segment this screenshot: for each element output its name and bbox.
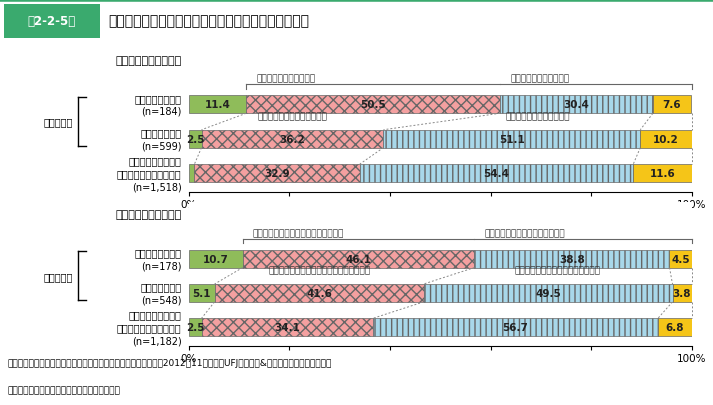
Text: 36.2: 36.2 bbox=[279, 134, 305, 144]
Text: 38.8: 38.8 bbox=[559, 254, 585, 264]
Text: 【主力事業の見通し】: 【主力事業の見通し】 bbox=[116, 55, 181, 66]
Text: 多角化した企業
(n=548): 多角化した企業 (n=548) bbox=[140, 281, 181, 305]
Text: 6.8: 6.8 bbox=[666, 322, 684, 333]
Bar bbox=[202, 319, 373, 336]
Bar bbox=[189, 96, 246, 114]
Bar bbox=[373, 319, 658, 336]
Text: 【国内市場の見通し】: 【国内市場の見通し】 bbox=[116, 209, 181, 220]
Text: 事業転換した企業
(n=178): 事業転換した企業 (n=178) bbox=[135, 247, 181, 271]
Bar bbox=[202, 130, 384, 148]
Bar bbox=[189, 165, 195, 182]
Text: 4.5: 4.5 bbox=[672, 254, 690, 264]
Bar bbox=[633, 165, 692, 182]
Text: 新事業展開実施有無別の主力事業と国内市場の見通し: 新事業展開実施有無別の主力事業と国内市場の見通し bbox=[108, 14, 309, 28]
Text: 34.1: 34.1 bbox=[275, 322, 300, 333]
Text: 新事業展開: 新事業展開 bbox=[44, 117, 73, 127]
Bar bbox=[189, 250, 242, 268]
Text: 多角化した企業
(n=599): 多角化した企業 (n=599) bbox=[140, 128, 181, 151]
Bar bbox=[189, 319, 202, 336]
Text: 成長が期待できる事業分野はない: 成長が期待できる事業分野はない bbox=[485, 228, 565, 237]
Bar bbox=[360, 165, 633, 182]
Text: 30.4: 30.4 bbox=[563, 100, 590, 110]
Text: 新事業展開を実施・
検討したことがない企業
(n=1,518): 新事業展開を実施・ 検討したことがない企業 (n=1,518) bbox=[117, 156, 181, 192]
Text: 49.5: 49.5 bbox=[535, 288, 561, 298]
Text: 51.1: 51.1 bbox=[499, 134, 525, 144]
Text: 2.5: 2.5 bbox=[186, 322, 205, 333]
Text: 7.6: 7.6 bbox=[662, 100, 682, 110]
Text: 50.5: 50.5 bbox=[360, 100, 386, 110]
Text: 成長が期待できる事業分野が多くある: 成長が期待できる事業分野が多くある bbox=[253, 228, 344, 237]
Text: 56.7: 56.7 bbox=[503, 322, 528, 333]
Bar bbox=[500, 96, 653, 114]
Text: 41.6: 41.6 bbox=[306, 288, 332, 298]
Text: 11.6: 11.6 bbox=[650, 168, 675, 179]
Text: 54.4: 54.4 bbox=[483, 168, 510, 179]
Bar bbox=[195, 165, 360, 182]
Text: ある程度の成長が期待できる: ある程度の成長が期待できる bbox=[257, 112, 327, 121]
Text: 46.1: 46.1 bbox=[346, 254, 371, 264]
Text: 11.4: 11.4 bbox=[205, 100, 230, 110]
Text: 新事業展開: 新事業展開 bbox=[44, 271, 73, 281]
Text: 資料：中小企業庁委託「中小企業の新事業展開に関する調査」（2012年11月、三菱UFJリサーチ&コンサルティング（株））: 資料：中小企業庁委託「中小企業の新事業展開に関する調査」（2012年11月、三菱… bbox=[7, 358, 332, 367]
Bar bbox=[246, 96, 500, 114]
FancyBboxPatch shape bbox=[4, 5, 100, 39]
Text: 2.5: 2.5 bbox=[186, 134, 205, 144]
Bar bbox=[670, 250, 692, 268]
Bar bbox=[189, 284, 215, 302]
Bar bbox=[653, 96, 691, 114]
Text: 10.2: 10.2 bbox=[653, 134, 679, 144]
Bar bbox=[672, 284, 692, 302]
Bar bbox=[189, 130, 202, 148]
Text: 第2-2-5図: 第2-2-5図 bbox=[27, 15, 76, 28]
Bar bbox=[658, 319, 692, 336]
Text: 成長が期待できる事業分野は少ない: 成長が期待できる事業分野は少ない bbox=[515, 266, 600, 275]
Text: 3.8: 3.8 bbox=[673, 288, 692, 298]
Text: 事業転換した企業
(n=184): 事業転換した企業 (n=184) bbox=[135, 94, 181, 117]
Bar bbox=[640, 130, 692, 148]
Text: 10.7: 10.7 bbox=[203, 254, 229, 264]
Text: 成長が期待できる事業分野がある程度ある: 成長が期待できる事業分野がある程度ある bbox=[268, 266, 370, 275]
Bar bbox=[215, 284, 424, 302]
Bar bbox=[384, 130, 640, 148]
Bar bbox=[242, 250, 474, 268]
Text: 全く成長が期待できない: 全く成長が期待できない bbox=[510, 75, 569, 83]
Text: 32.9: 32.9 bbox=[265, 168, 290, 179]
Text: 新事業展開を実施・
検討したことがない企業
(n=1,182): 新事業展開を実施・ 検討したことがない企業 (n=1,182) bbox=[117, 309, 181, 345]
Bar bbox=[474, 250, 670, 268]
Text: 大きな成長が期待できる: 大きな成長が期待できる bbox=[256, 75, 315, 83]
Bar bbox=[424, 284, 672, 302]
Text: あまり成長が期待できない: あまり成長が期待できない bbox=[506, 112, 570, 121]
Text: 5.1: 5.1 bbox=[193, 288, 211, 298]
Text: （注）「分からない」を除いて集計している。: （注）「分からない」を除いて集計している。 bbox=[7, 386, 120, 395]
